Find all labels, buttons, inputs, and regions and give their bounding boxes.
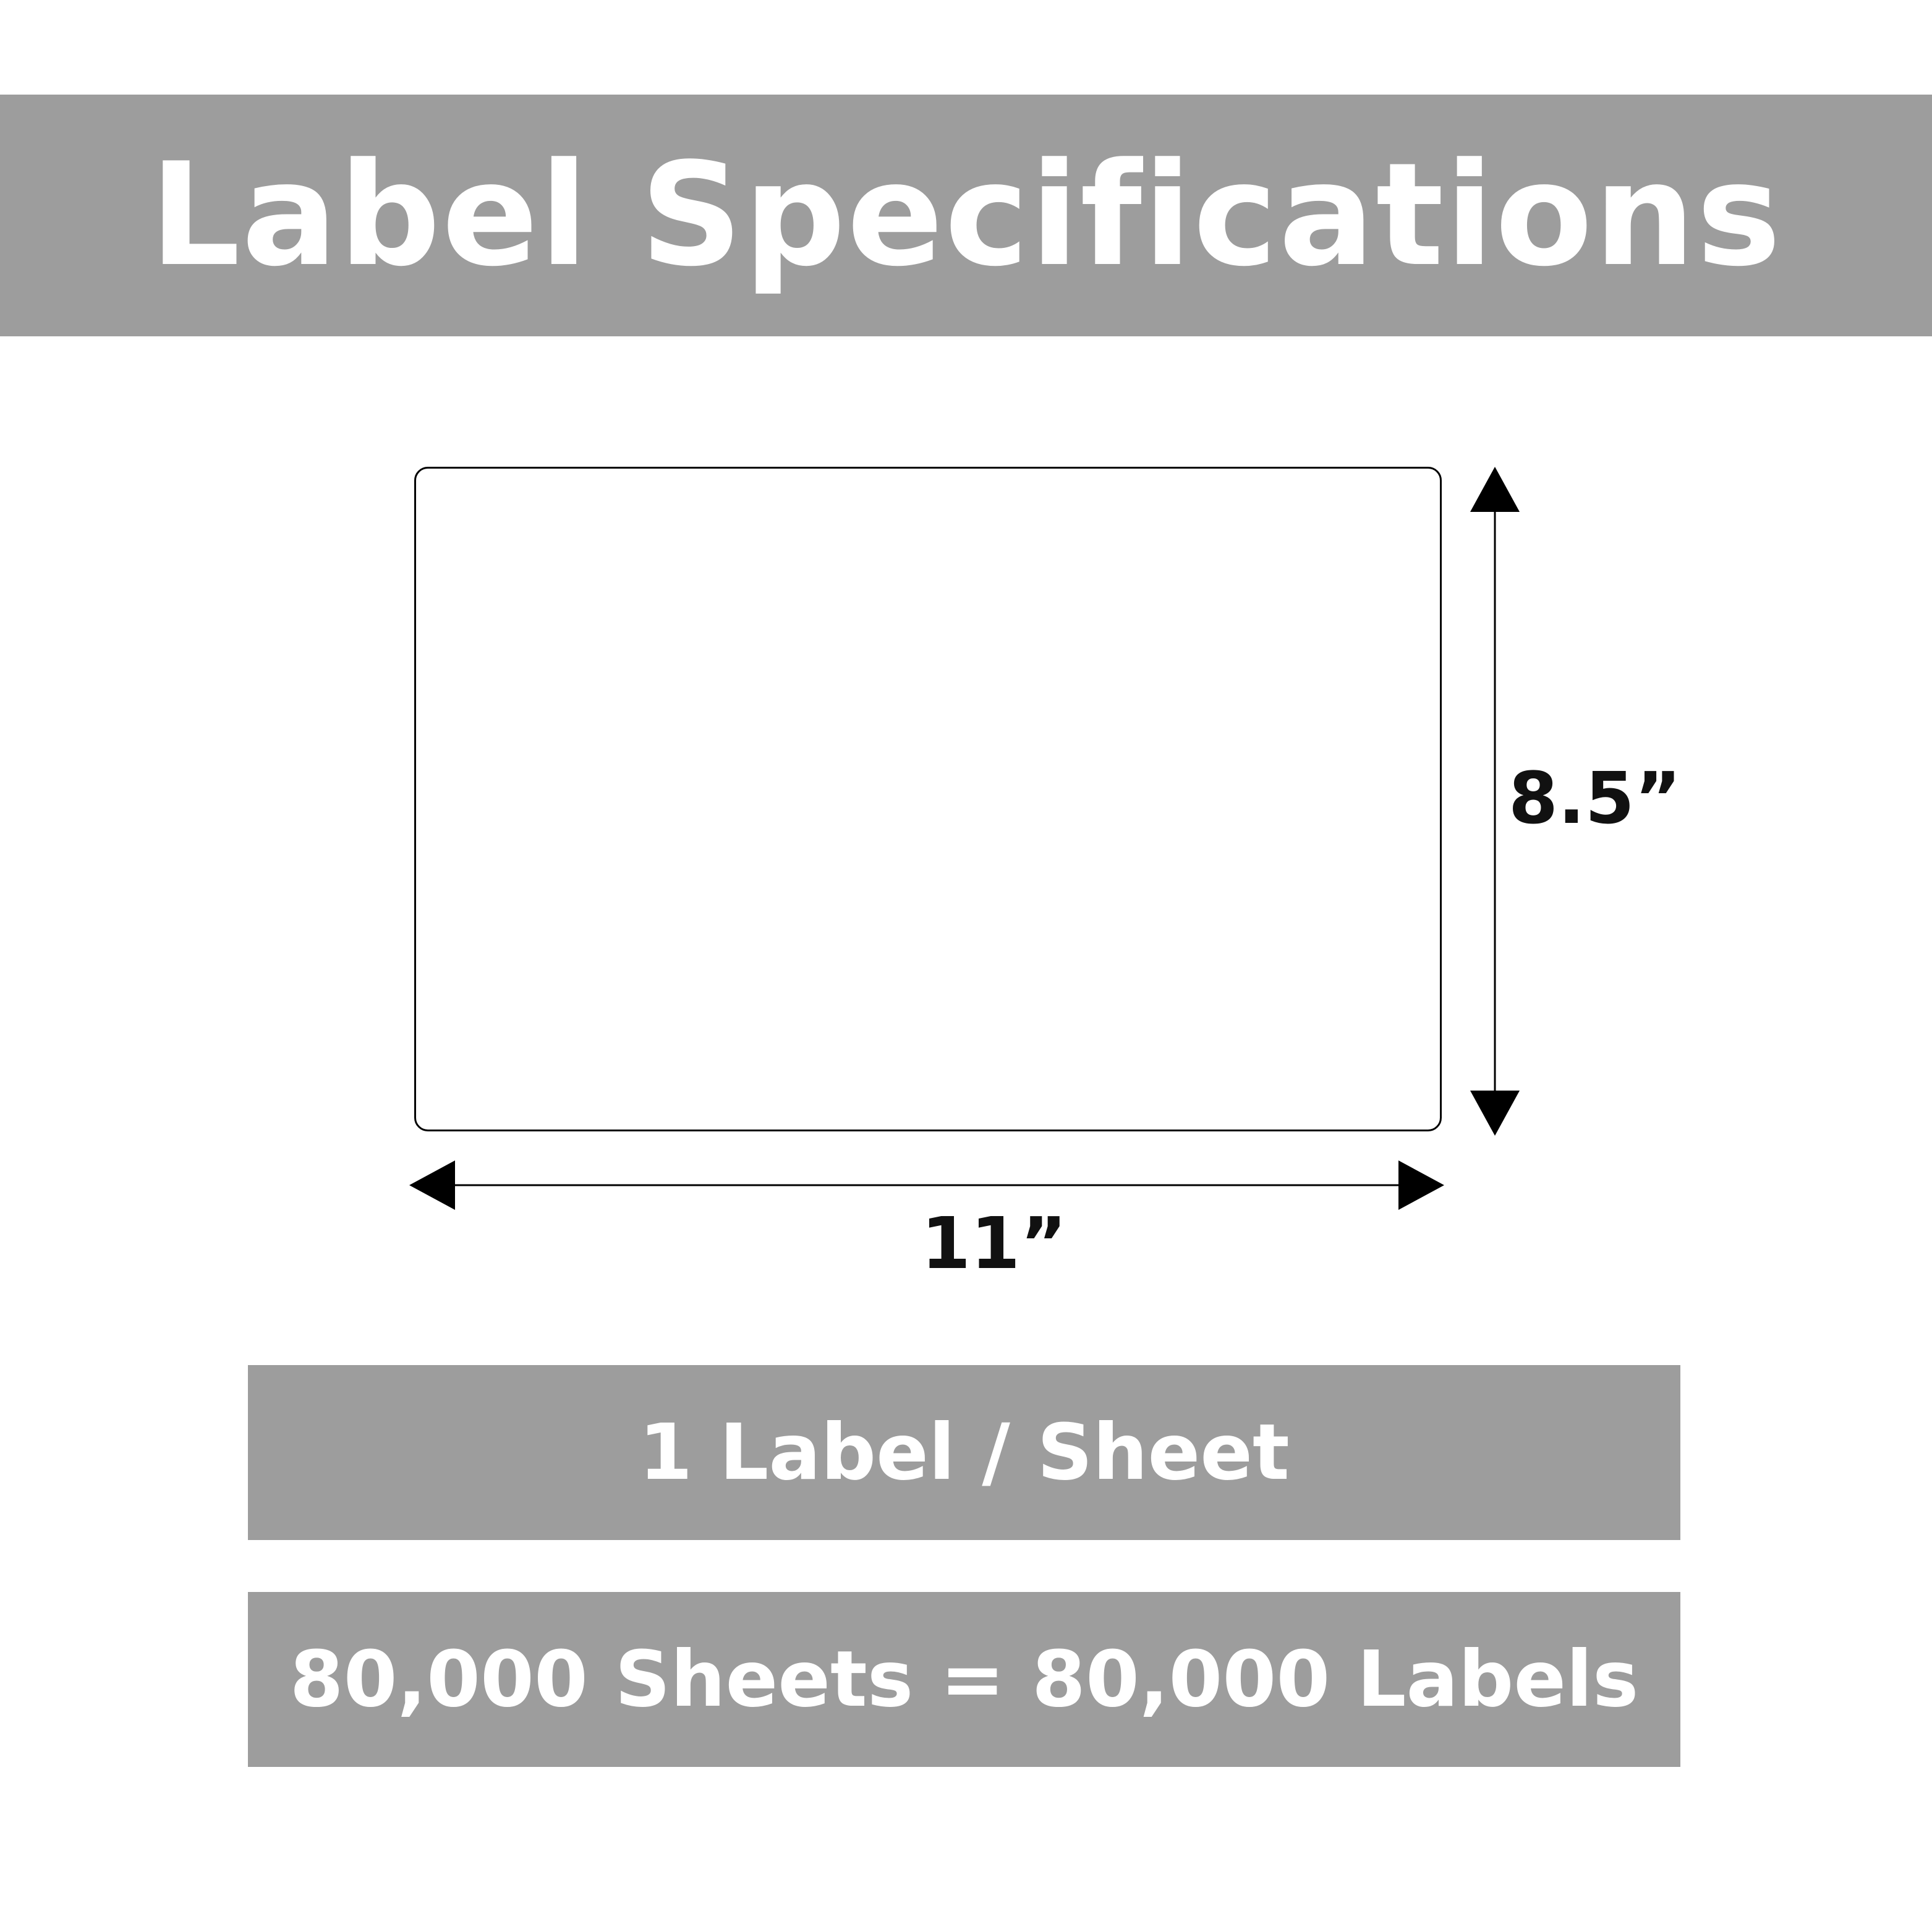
height-arrow (1470, 467, 1520, 1136)
header-banner: Label Specifications (0, 95, 1932, 336)
labels-per-sheet-text: 1 Label / Sheet (639, 1408, 1290, 1497)
label-outline (414, 467, 1442, 1131)
total-quantity-banner: 80,000 Sheets = 80,000 Labels (248, 1592, 1680, 1767)
page-title: Label Specifications (150, 133, 1782, 298)
width-dimension-label: 11” (921, 1202, 1067, 1285)
total-quantity-text: 80,000 Sheets = 80,000 Labels (289, 1635, 1639, 1724)
labels-per-sheet-banner: 1 Label / Sheet (248, 1365, 1680, 1540)
height-dimension-label: 8.5” (1509, 757, 1682, 840)
width-arrow (409, 1160, 1444, 1210)
